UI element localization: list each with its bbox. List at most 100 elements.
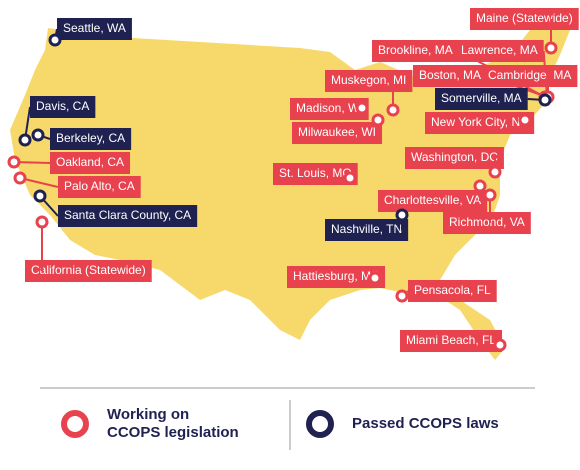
location-marker (395, 289, 409, 303)
location-callout: New York City, NY (425, 112, 535, 134)
location-marker (35, 215, 49, 229)
legend-label: CCOPS legislation (107, 424, 239, 441)
label-box (443, 212, 531, 234)
label-box (50, 152, 131, 174)
label-box (325, 70, 413, 92)
location-label: Hattiesburg, MS (293, 269, 379, 283)
label-box (482, 65, 578, 87)
location-label: Palo Alto, CA (64, 179, 135, 193)
location-callout: Palo Alto, CA (13, 171, 141, 198)
location-label: Charlottesville, VA (384, 193, 481, 207)
location-marker (473, 179, 487, 193)
location-marker (368, 271, 382, 285)
location-callout: Nashville, TN (325, 208, 409, 241)
us-map (10, 12, 570, 360)
location-callout: Seattle, WA (48, 18, 132, 47)
location-marker (483, 188, 497, 202)
location-callout: Berkeley, CA (31, 128, 132, 150)
location-label: Berkeley, CA (56, 131, 125, 145)
location-marker (48, 33, 62, 47)
label-box (435, 88, 528, 110)
location-label: Madison, WI (296, 101, 363, 115)
location-label: Maine (Statewide) (476, 11, 573, 25)
label-box (405, 147, 504, 169)
location-label: California (Statewide) (31, 263, 146, 277)
label-box (30, 96, 96, 118)
label-box (287, 266, 386, 288)
location-callout: Somerville, MA (435, 88, 552, 110)
location-marker (395, 208, 409, 222)
location-label: Brookline, MA (378, 43, 453, 57)
location-label: Seattle, WA (63, 21, 126, 35)
location-marker (544, 41, 558, 55)
location-callout: Madison, WI (290, 98, 369, 120)
label-box (400, 330, 503, 352)
location-label: Santa Clara County, CA (64, 208, 191, 222)
location-callout: Charlottesville, VA (378, 179, 488, 212)
callout-line (19, 177, 59, 188)
location-label: Boston, MA (419, 68, 481, 82)
location-label: Lawrence, MA (461, 43, 538, 57)
location-marker (355, 101, 369, 115)
legend-label: Passed CCOPS laws (352, 415, 499, 432)
location-marker (13, 171, 27, 185)
location-label: Miami Beach, FL (406, 333, 496, 347)
label-box (292, 122, 383, 144)
label-box (372, 40, 459, 62)
location-marker (7, 155, 21, 169)
location-marker (31, 128, 45, 142)
legend-marker (306, 410, 334, 438)
location-marker (33, 189, 47, 203)
label-box (413, 65, 488, 87)
location-marker (538, 93, 552, 107)
location-callout: Washington, DC (405, 147, 504, 179)
label-box (273, 163, 358, 185)
location-callout: Milwaukee, WI (292, 113, 385, 144)
label-box (25, 260, 152, 282)
label-box (58, 176, 141, 198)
legend-label: Working on (107, 406, 189, 423)
location-marker (386, 103, 400, 117)
location-callout: Oakland, CA (7, 152, 131, 174)
location-callout: Pensacola, FL (395, 280, 497, 303)
legend-marker (61, 410, 89, 438)
location-marker (518, 113, 532, 127)
label-box (50, 128, 132, 150)
location-label: Davis, CA (36, 99, 89, 113)
location-marker (18, 133, 32, 147)
location-label: Washington, DC (411, 150, 498, 164)
location-marker (493, 338, 507, 352)
location-label: Pensacola, FL (414, 283, 491, 297)
location-callout: Miami Beach, FL (400, 330, 507, 352)
location-label: St. Louis, MO (279, 166, 352, 180)
label-box (378, 190, 488, 212)
location-label: Richmond, VA (449, 215, 525, 229)
location-label: Nashville, TN (331, 222, 402, 236)
label-box (408, 280, 497, 302)
location-label: Cambridge, MA (488, 68, 571, 82)
location-label: Somerville, MA (441, 91, 522, 105)
location-callout: Cambridge, MA (482, 65, 578, 104)
location-marker (371, 113, 385, 127)
location-marker (488, 165, 502, 179)
label-box (325, 219, 409, 241)
location-callout: Hattiesburg, MS (287, 266, 386, 288)
location-callout: Santa Clara County, CA (33, 189, 198, 227)
location-callout: Maine (Statewide) (470, 8, 579, 55)
location-callout: California (Statewide) (25, 215, 152, 282)
location-label: Milwaukee, WI (298, 125, 376, 139)
label-box (290, 98, 369, 120)
location-callout: Richmond, VA (443, 188, 531, 234)
location-label: Oakland, CA (56, 155, 124, 169)
label-box (455, 40, 544, 62)
label-box (58, 205, 198, 227)
label-box (57, 18, 132, 40)
location-marker (343, 171, 357, 185)
location-callout: Muskegon, MI (325, 70, 413, 117)
label-box (425, 112, 535, 134)
location-callout: Davis, CA (18, 96, 96, 147)
location-label: New York City, NY (431, 115, 528, 129)
location-label: Muskegon, MI (331, 73, 406, 87)
location-callout: St. Louis, MO (273, 163, 358, 185)
